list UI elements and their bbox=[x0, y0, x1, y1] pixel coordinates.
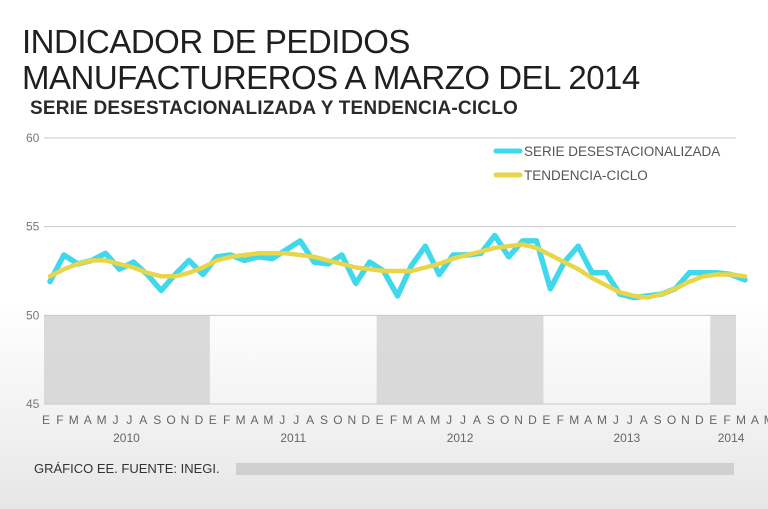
chart-subtitle: SERIE DESESTACIONALIZADA Y TENDENCIA-CIC… bbox=[30, 98, 519, 119]
year-band bbox=[376, 315, 544, 404]
x-tick-label: A bbox=[250, 413, 258, 427]
x-tick-label: M bbox=[236, 413, 246, 427]
x-tick-label: D bbox=[195, 413, 204, 427]
x-tick-label: S bbox=[487, 413, 495, 427]
x-tick-label: A bbox=[417, 413, 425, 427]
x-tick-label: M bbox=[402, 413, 412, 427]
x-tick-label: M bbox=[263, 413, 273, 427]
x-tick-label: M bbox=[569, 413, 579, 427]
x-tick-label: E bbox=[542, 413, 550, 427]
x-tick-label: A bbox=[139, 413, 147, 427]
x-tick-label: E bbox=[42, 413, 50, 427]
y-tick-label: 45 bbox=[26, 397, 40, 411]
y-tick-label: 55 bbox=[26, 220, 40, 234]
x-tick-label: A bbox=[473, 413, 481, 427]
series-line-desestacionalizada bbox=[47, 232, 748, 301]
x-tick-label: A bbox=[751, 413, 759, 427]
x-tick-label: O bbox=[166, 413, 175, 427]
x-tick-label: F bbox=[223, 413, 230, 427]
legend-label: SERIE DESESTACIONALIZADA bbox=[524, 144, 720, 159]
x-tick-label: M bbox=[69, 413, 79, 427]
x-tick-label: E bbox=[709, 413, 717, 427]
x-tick-label: M bbox=[736, 413, 746, 427]
year-band bbox=[44, 315, 210, 404]
x-tick-label: F bbox=[723, 413, 730, 427]
y-tick-label: 50 bbox=[26, 308, 40, 322]
x-tick-label: F bbox=[56, 413, 63, 427]
line-chart: 45 50 55 60 SERIE DESESTACIONALIZADA TENDENCI… bbox=[26, 131, 768, 445]
x-tick-label: J bbox=[460, 413, 466, 427]
title-line-2: MANUFACTUREROS A MARZO DEL 2014 bbox=[22, 59, 640, 96]
chart-title: INDICADOR DE PEDIDOS MANUFACTUREROS A MAR… bbox=[22, 24, 742, 96]
year-label: 2012 bbox=[447, 431, 474, 445]
x-tick-label: A bbox=[584, 413, 592, 427]
legend-label: TENDENCIA-CICLO bbox=[524, 168, 648, 183]
source-note: GRÁFICO EE. FUENTE: INEGI. bbox=[34, 461, 220, 476]
x-tick-label: A bbox=[306, 413, 314, 427]
footer-bar bbox=[236, 463, 734, 475]
x-tick-label: J bbox=[279, 413, 285, 427]
x-tick-label: F bbox=[390, 413, 397, 427]
year-band bbox=[710, 315, 736, 404]
x-tick-label: E bbox=[376, 413, 384, 427]
x-tick-label: N bbox=[514, 413, 523, 427]
series-line-tendencia bbox=[47, 242, 748, 300]
x-tick-label: O bbox=[500, 413, 509, 427]
x-tick-label: D bbox=[528, 413, 537, 427]
year-label: 2014 bbox=[718, 431, 745, 445]
x-tick-label: J bbox=[446, 413, 452, 427]
x-tick-label: N bbox=[347, 413, 356, 427]
title-line-1: INDICADOR DE PEDIDOS bbox=[22, 23, 410, 60]
x-tick-label: J bbox=[627, 413, 633, 427]
x-tick-label: D bbox=[695, 413, 704, 427]
x-tick-label: F bbox=[557, 413, 564, 427]
x-tick-label: M bbox=[764, 413, 768, 427]
x-tick-label: S bbox=[320, 413, 328, 427]
x-tick-label: J bbox=[293, 413, 299, 427]
x-tick-label: S bbox=[153, 413, 161, 427]
x-tick-label: A bbox=[84, 413, 92, 427]
x-tick-label: J bbox=[613, 413, 619, 427]
year-label: 2013 bbox=[613, 431, 640, 445]
x-tick-label: J bbox=[113, 413, 119, 427]
x-tick-label: O bbox=[333, 413, 342, 427]
year-label: 2010 bbox=[113, 431, 140, 445]
x-tick-label: M bbox=[597, 413, 607, 427]
x-tick-label: J bbox=[126, 413, 132, 427]
year-label: 2011 bbox=[280, 431, 306, 445]
x-tick-label: N bbox=[681, 413, 690, 427]
x-tick-label: N bbox=[181, 413, 190, 427]
x-tick-label: O bbox=[667, 413, 676, 427]
x-tick-label: A bbox=[640, 413, 648, 427]
y-tick-label: 60 bbox=[26, 131, 40, 145]
x-tick-label: S bbox=[654, 413, 662, 427]
x-tick-label: D bbox=[361, 413, 370, 427]
x-tick-label: E bbox=[209, 413, 217, 427]
x-tick-label: M bbox=[97, 413, 107, 427]
x-tick-label: M bbox=[430, 413, 440, 427]
